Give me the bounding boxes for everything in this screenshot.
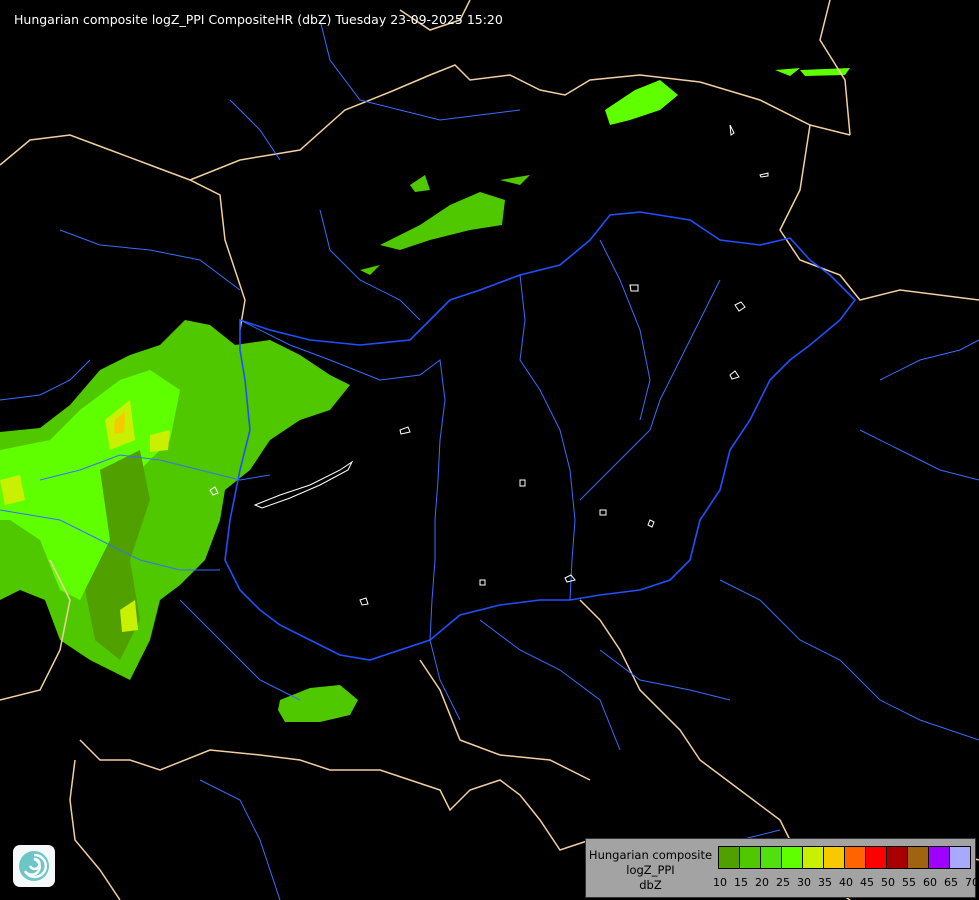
legend-tick-label: 20: [755, 876, 769, 889]
echo-south: [278, 685, 358, 722]
precipitation-echoes: [0, 68, 850, 722]
echo-west-orange: [114, 412, 125, 434]
legend-tick-label: 40: [839, 876, 853, 889]
legend-swatch: [803, 847, 824, 868]
rivers: [0, 19, 979, 900]
legend-swatch: [887, 847, 908, 868]
weather-service-logo: [13, 845, 55, 887]
legend-tick-label: 30: [797, 876, 811, 889]
legend-swatch: [824, 847, 845, 868]
legend-tick-label: 45: [860, 876, 874, 889]
echo-northeast: [605, 68, 850, 125]
legend-tick-label: 15: [734, 876, 748, 889]
color-legend: Hungarian composite logZ_PPI dbZ 10 15 20 2…: [585, 838, 979, 898]
legend-label: Hungarian composite logZ_PPI dbZ: [588, 848, 713, 893]
legend-swatch: [929, 847, 950, 868]
legend-swatch: [719, 847, 740, 868]
swirl-logo-icon: [19, 851, 49, 881]
legend-product: Hungarian composite: [588, 848, 713, 862]
legend-swatch: [782, 847, 803, 868]
legend-tick-label: 35: [818, 876, 832, 889]
legend-swatch: [761, 847, 782, 868]
legend-swatch: [866, 847, 887, 868]
echo-west-core: [0, 370, 180, 600]
legend-tick-label: 50: [881, 876, 895, 889]
echo-north: [360, 175, 530, 275]
legend-quantity: logZ_PPI: [626, 863, 675, 877]
legend-swatch: [845, 847, 866, 868]
legend-unit: dbZ: [639, 878, 662, 892]
hungary-border: [224, 211, 857, 661]
legend-swatch: [908, 847, 929, 868]
legend-tick-label: 65: [944, 876, 958, 889]
legend-swatch: [740, 847, 761, 868]
legend-tick-label: 60: [923, 876, 937, 889]
legend-tick-label: 70: [965, 876, 979, 889]
legend-tick-label: 10: [713, 876, 727, 889]
legend-tick-label: 25: [776, 876, 790, 889]
lakes: [209, 124, 769, 606]
legend-swatch: [950, 847, 970, 868]
legend-ticks: 10 15 20 25 30 35 40 45 50 55 60 65 70: [710, 876, 979, 890]
legend-color-bar: [718, 846, 971, 869]
lake-balaton: [253, 460, 354, 509]
map-title: Hungarian composite logZ_PPI CompositeHR…: [14, 12, 503, 27]
legend-tick-label: 55: [902, 876, 916, 889]
